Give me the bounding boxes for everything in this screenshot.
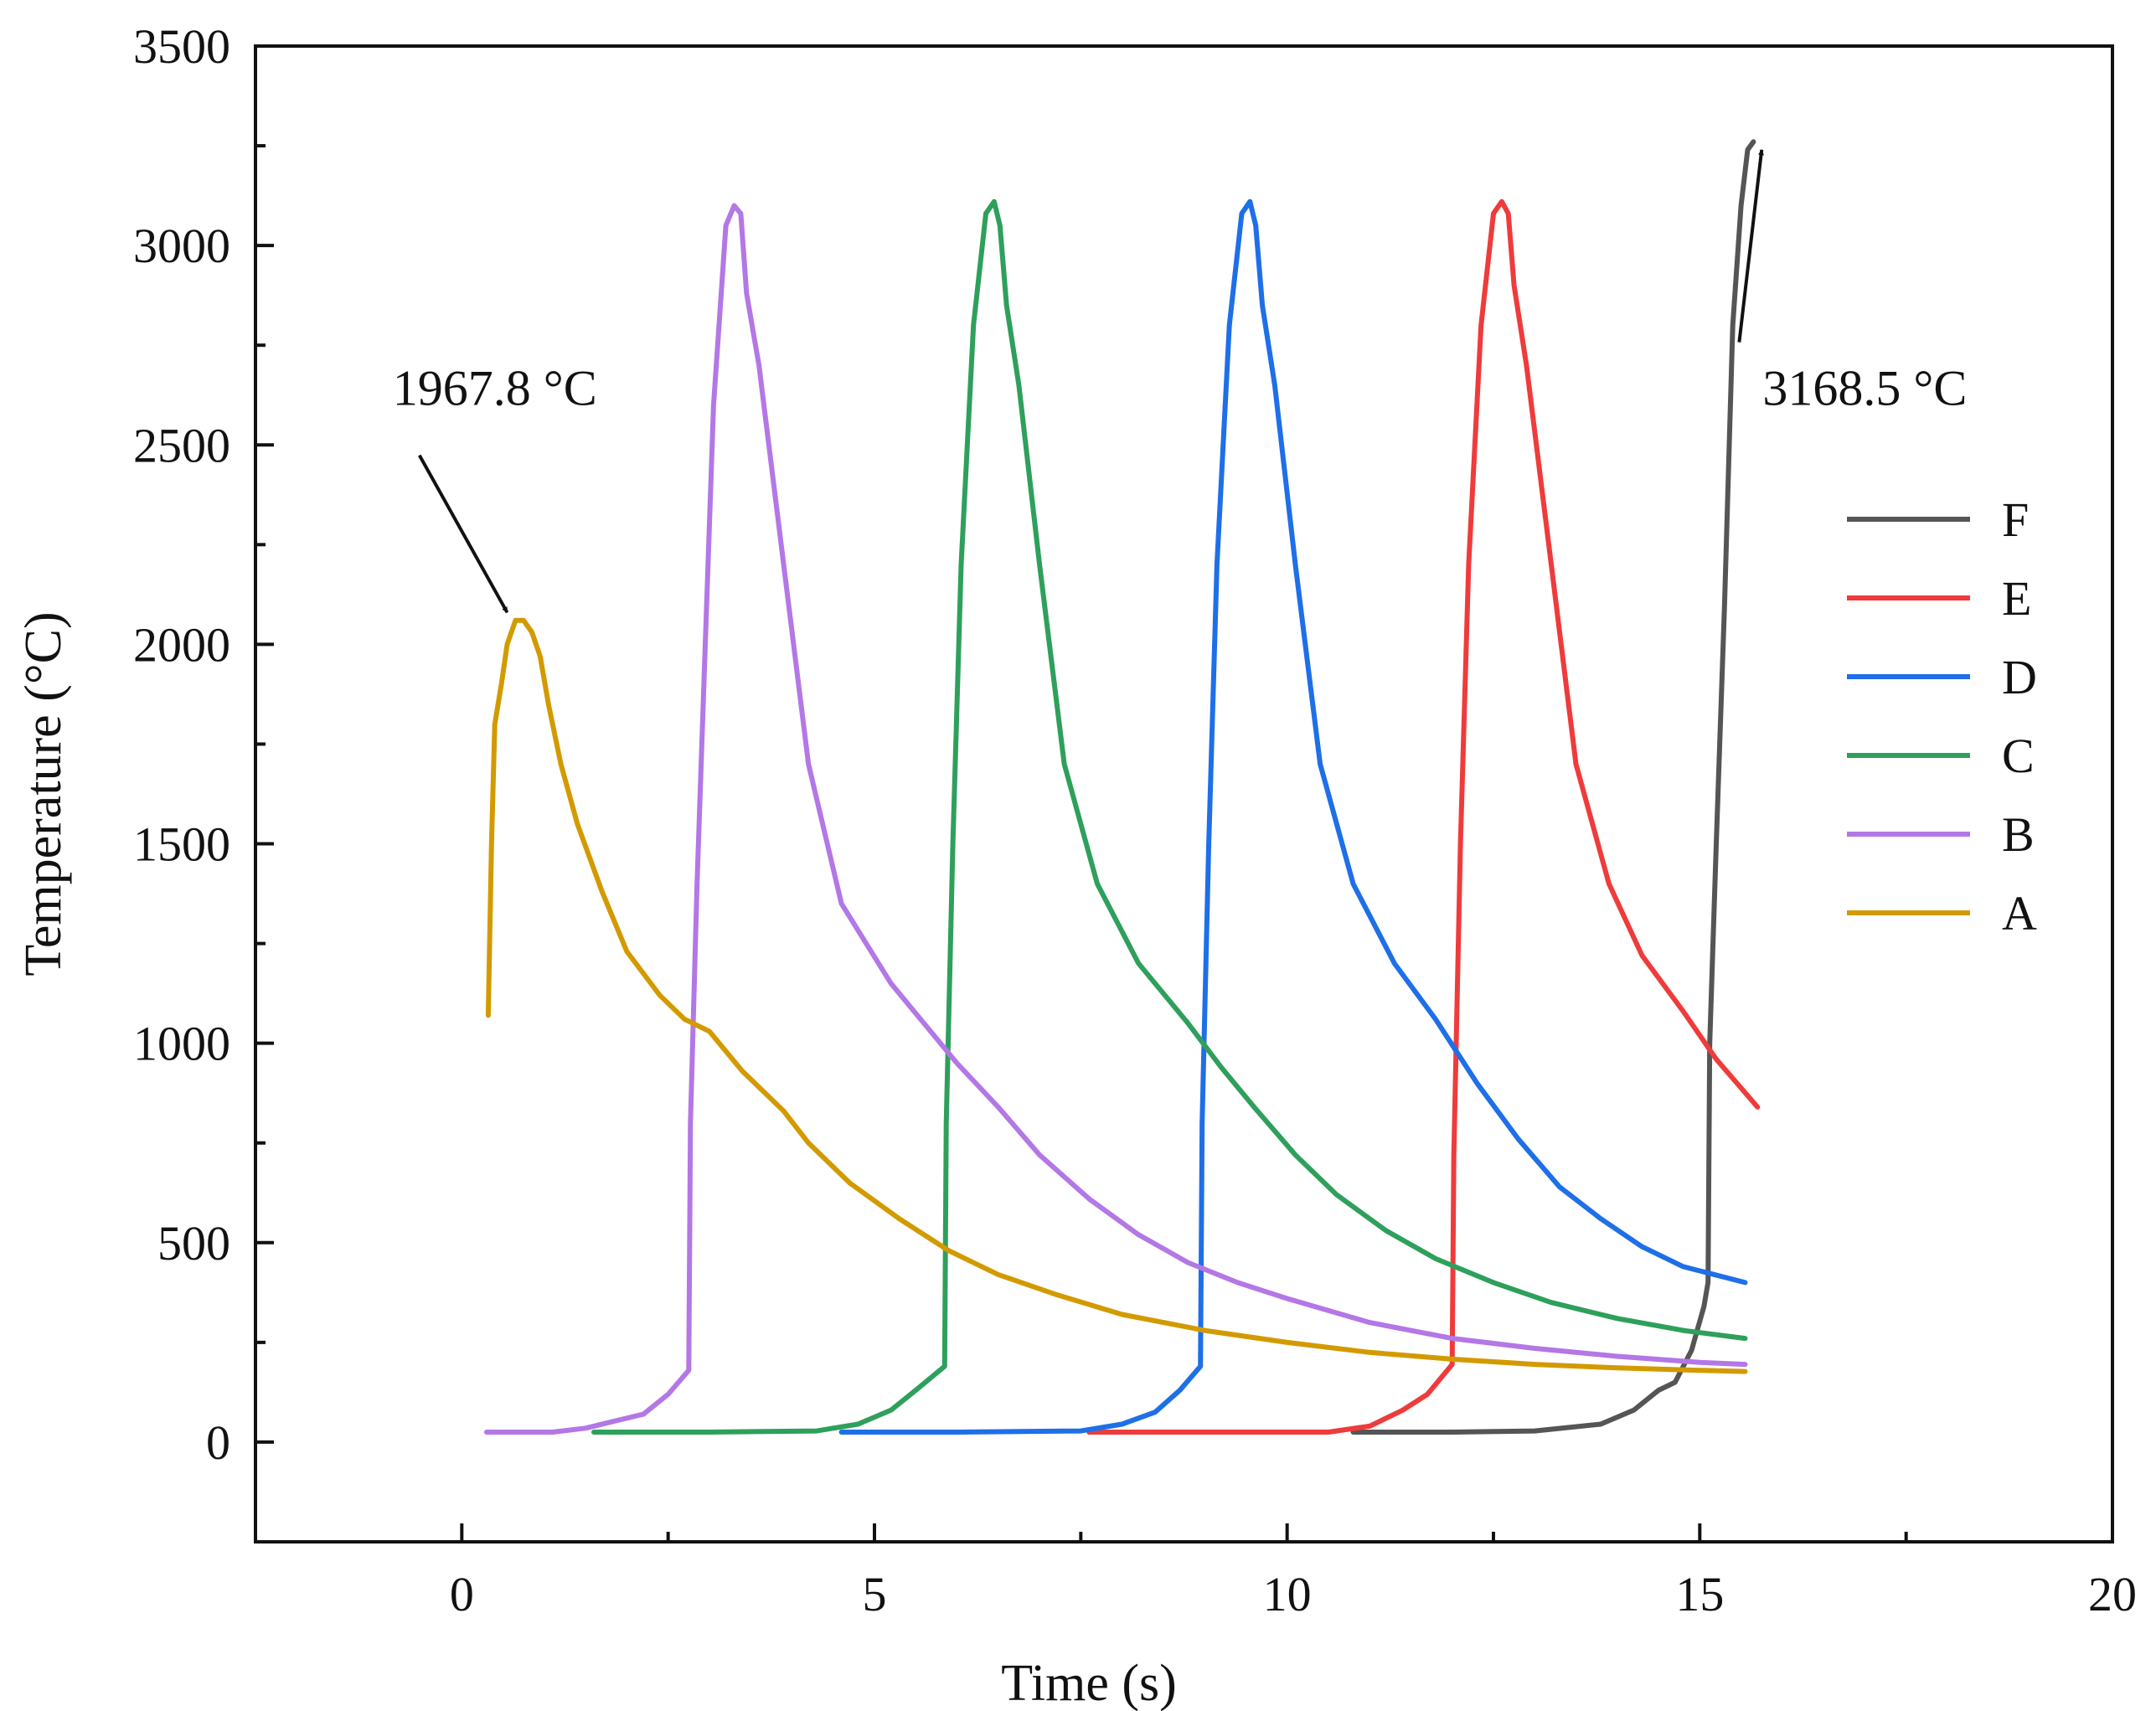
series-line-d xyxy=(838,198,1748,1435)
y-tick-label: 1000 xyxy=(133,1017,230,1071)
x-axis-title: Time (s) xyxy=(1001,1655,1177,1711)
annotation-arrow-1 xyxy=(418,454,509,614)
legend-label-a: A xyxy=(2002,886,2037,941)
series-line-f xyxy=(1350,139,1756,1435)
legend-label-d: D xyxy=(2002,650,2037,704)
axis-ticks: 0 5 10 15 20 0 500 1000 1500 2000 2500 3000 3500 xyxy=(133,19,2137,1621)
annotations: 1967.8 °C 3168.5 °C xyxy=(393,149,1967,614)
y-axis-title: Temperature (°C) xyxy=(15,611,72,976)
y-tick-label: 2500 xyxy=(133,418,230,472)
x-tick-label: 15 xyxy=(1675,1567,1724,1621)
y-tick-label: 500 xyxy=(157,1216,230,1270)
annotation-label-1: 1967.8 °C xyxy=(393,361,597,416)
legend-label-e: E xyxy=(2002,571,2031,626)
y-tick-label: 2000 xyxy=(133,617,230,672)
series-line-c xyxy=(591,198,1748,1435)
annotation-arrow-2 xyxy=(1737,149,1764,343)
series-line-a xyxy=(485,617,1748,1374)
series-layer xyxy=(483,139,1761,1435)
legend-label-c: C xyxy=(2002,729,2035,783)
legend-label-b: B xyxy=(2002,807,2035,862)
annotation-label-2: 3168.5 °C xyxy=(1762,361,1967,416)
x-tick-label: 10 xyxy=(1263,1567,1312,1621)
y-tick-label: 0 xyxy=(206,1415,230,1470)
legend-label-f: F xyxy=(2002,492,2029,547)
x-tick-label: 0 xyxy=(450,1567,474,1621)
plot-frame xyxy=(254,44,2114,1544)
series-line-e xyxy=(1086,198,1761,1435)
x-tick-label: 20 xyxy=(2088,1567,2137,1621)
x-tick-label: 5 xyxy=(863,1567,887,1621)
y-tick-label: 1500 xyxy=(133,817,230,872)
y-tick-label: 3000 xyxy=(133,219,230,273)
series-line-b xyxy=(483,203,1748,1435)
y-tick-label: 3500 xyxy=(133,19,230,74)
